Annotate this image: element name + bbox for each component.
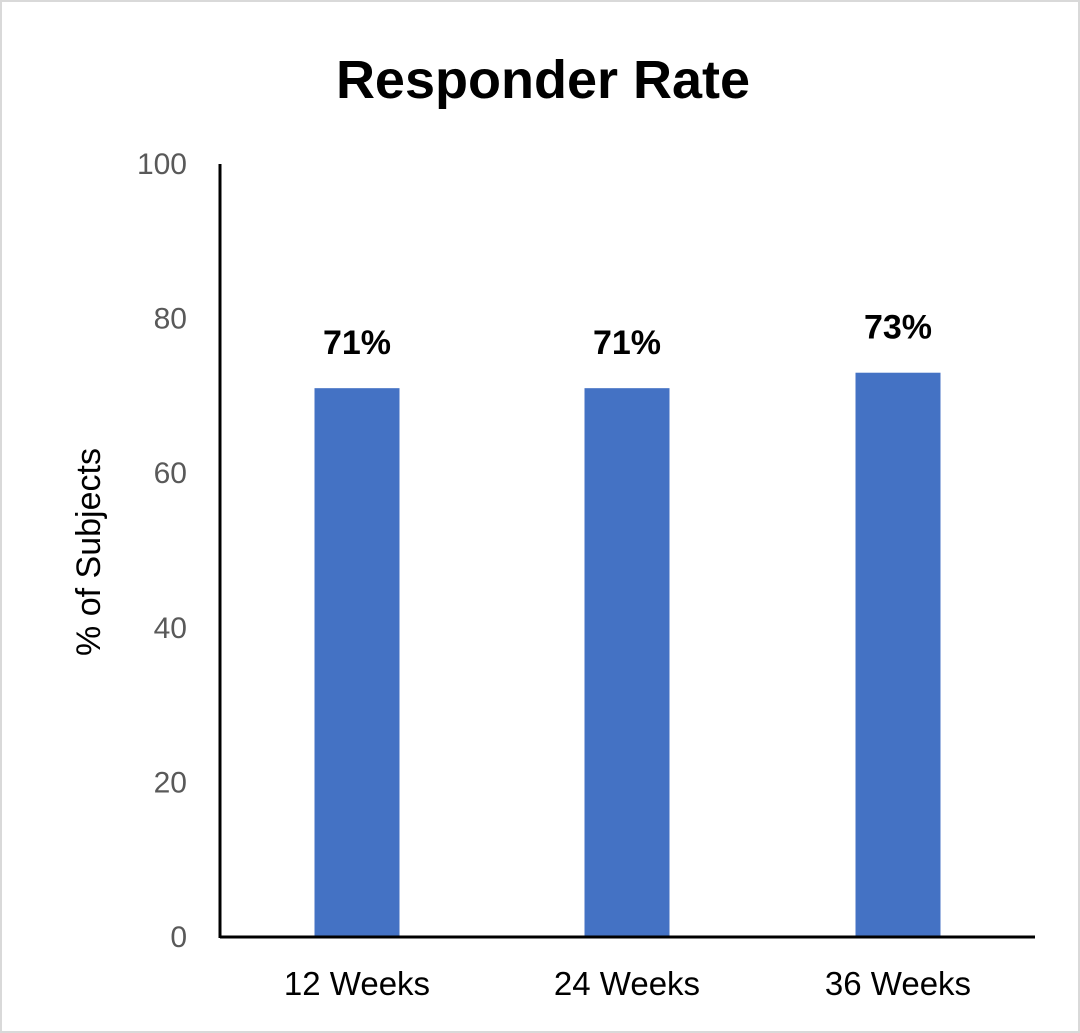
bar xyxy=(584,388,670,937)
chart-title: Responder Rate xyxy=(336,50,750,110)
data-labels: 71% 71% 73% xyxy=(323,309,932,362)
y-tick-label: 0 xyxy=(170,921,187,954)
x-tick-label: 12 Weeks xyxy=(284,965,430,1002)
y-tick-label: 20 xyxy=(154,766,187,799)
data-label: 71% xyxy=(593,324,661,362)
x-axis-ticks: 12 Weeks 24 Weeks 36 Weeks xyxy=(284,965,971,1002)
y-tick-label: 60 xyxy=(154,457,187,490)
bars xyxy=(314,372,941,938)
y-axis-ticks: 0 20 40 60 80 100 xyxy=(137,148,187,954)
bar xyxy=(855,372,941,938)
y-tick-label: 100 xyxy=(137,148,187,181)
y-tick-label: 80 xyxy=(154,303,187,336)
data-label: 71% xyxy=(323,324,391,362)
y-axis-label: % of Subjects xyxy=(70,448,108,656)
data-label: 73% xyxy=(864,309,932,347)
bar xyxy=(314,388,400,937)
x-tick-label: 36 Weeks xyxy=(825,965,971,1002)
x-tick-label: 24 Weeks xyxy=(554,965,700,1002)
y-tick-label: 40 xyxy=(154,612,187,645)
